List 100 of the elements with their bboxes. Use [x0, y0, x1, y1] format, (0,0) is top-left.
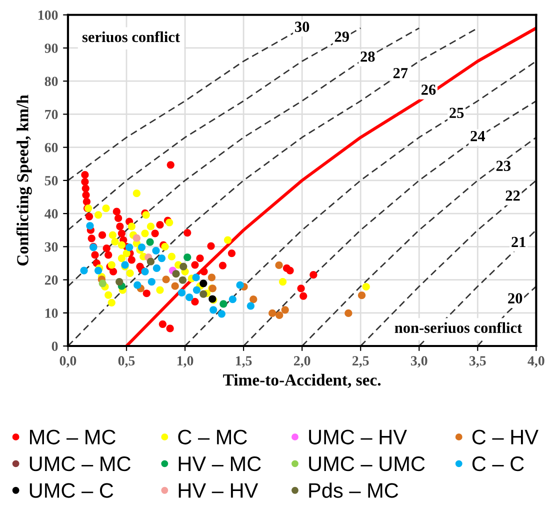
- legend-label: C – C: [472, 456, 524, 472]
- point: [81, 171, 89, 179]
- point: [210, 306, 218, 314]
- x-tick-label: 4,0: [528, 356, 544, 368]
- point: [278, 278, 287, 286]
- point: [82, 198, 91, 206]
- point: [358, 292, 366, 300]
- point: [276, 311, 284, 320]
- line-series: [242, 100, 536, 346]
- point: [178, 288, 186, 297]
- legend-label: UMC – MC: [30, 456, 131, 472]
- point: [114, 214, 122, 222]
- x-axis-title: Time-to-Accident, sec.: [223, 374, 381, 388]
- y-tick-label: 30: [44, 242, 58, 252]
- point: [98, 231, 106, 239]
- point: [156, 221, 164, 229]
- point: [218, 310, 226, 318]
- point: [104, 291, 112, 299]
- point: [200, 290, 208, 298]
- x-tick-label: 1,5: [236, 356, 252, 368]
- point: [286, 266, 294, 274]
- point: [151, 230, 159, 238]
- x-tick-label: 2,0: [294, 356, 310, 368]
- point: [108, 298, 116, 306]
- point: [184, 228, 192, 237]
- x-tick-label: 3,5: [469, 356, 486, 368]
- line-series: [184, 60, 536, 346]
- point: [146, 238, 154, 246]
- annotation: 29: [334, 32, 349, 42]
- point: [116, 278, 124, 286]
- legend-label: C – MC: [178, 430, 247, 444]
- y-tick-label: 0: [52, 342, 58, 351]
- point: [102, 244, 110, 252]
- point: [146, 258, 155, 266]
- legend-label: UMC – HV: [309, 430, 407, 444]
- x-tick-label: 2,5: [352, 356, 369, 368]
- point: [172, 270, 180, 278]
- point: [152, 246, 160, 254]
- point: [218, 262, 227, 270]
- point: [132, 234, 140, 242]
- point: [94, 211, 102, 219]
- point: [228, 296, 236, 304]
- point: [268, 309, 276, 318]
- point: [208, 274, 216, 282]
- point: [128, 222, 136, 230]
- annotation: seriuos conflict: [82, 31, 180, 42]
- legend-label: C – HV: [472, 430, 538, 444]
- point: [192, 274, 200, 282]
- legend-label: UMC – C: [30, 483, 114, 498]
- annotation: 25: [450, 108, 464, 118]
- annotation: 21: [512, 236, 526, 248]
- point: [158, 254, 166, 262]
- point: [134, 281, 142, 289]
- point: [344, 309, 352, 318]
- point: [102, 204, 110, 212]
- annotation: 24: [470, 130, 485, 142]
- point: [166, 161, 174, 169]
- annotation: 20: [508, 293, 522, 304]
- point: [94, 266, 102, 274]
- annotation: 23: [496, 160, 511, 172]
- y-tick-label: 60: [44, 142, 58, 152]
- legend-label: HV – HV: [178, 483, 258, 498]
- point: [128, 256, 136, 264]
- point: [191, 261, 199, 269]
- point: [88, 234, 96, 242]
- point: [82, 184, 90, 192]
- point: [126, 269, 134, 277]
- point: [126, 244, 134, 252]
- point: [98, 280, 106, 288]
- point: [111, 238, 119, 246]
- point: [156, 286, 164, 294]
- y-tick-label: 70: [45, 110, 58, 120]
- point: [158, 320, 166, 328]
- legend-label: Pds – MC: [309, 482, 398, 498]
- point: [362, 282, 370, 291]
- y-tick-label: 10: [45, 308, 58, 318]
- point: [85, 212, 94, 220]
- point: [152, 264, 161, 272]
- point: [138, 244, 146, 252]
- point: [148, 278, 156, 286]
- point: [122, 249, 130, 258]
- point: [281, 306, 289, 314]
- point: [141, 268, 149, 276]
- annotation: 28: [360, 51, 375, 62]
- point: [191, 298, 199, 306]
- annotation: 22: [506, 190, 520, 201]
- y-tick-label: 80: [44, 76, 58, 86]
- point: [300, 292, 308, 300]
- point: [118, 230, 126, 238]
- point: [184, 253, 192, 262]
- point: [200, 268, 208, 276]
- point: [86, 222, 94, 230]
- y-tick-label: 90: [44, 44, 58, 53]
- point: [192, 286, 201, 294]
- legend-label: HV – MC: [178, 456, 261, 472]
- point: [196, 254, 204, 262]
- point: [246, 302, 254, 310]
- x-tick-label: 1,0: [177, 356, 194, 368]
- point: [310, 271, 318, 279]
- point: [132, 190, 140, 198]
